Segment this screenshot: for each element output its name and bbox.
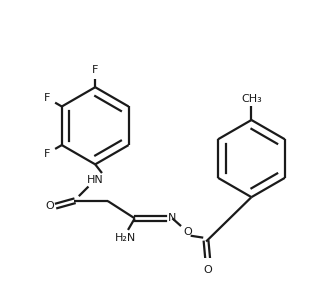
Text: HN: HN	[87, 175, 104, 185]
Text: F: F	[44, 149, 50, 159]
Text: F: F	[44, 93, 50, 103]
Text: O: O	[46, 201, 54, 211]
Text: N: N	[168, 213, 177, 223]
Text: CH₃: CH₃	[241, 94, 262, 104]
Text: O: O	[184, 227, 192, 237]
Text: F: F	[92, 65, 98, 75]
Text: O: O	[204, 265, 212, 275]
Text: H₂N: H₂N	[114, 233, 136, 243]
